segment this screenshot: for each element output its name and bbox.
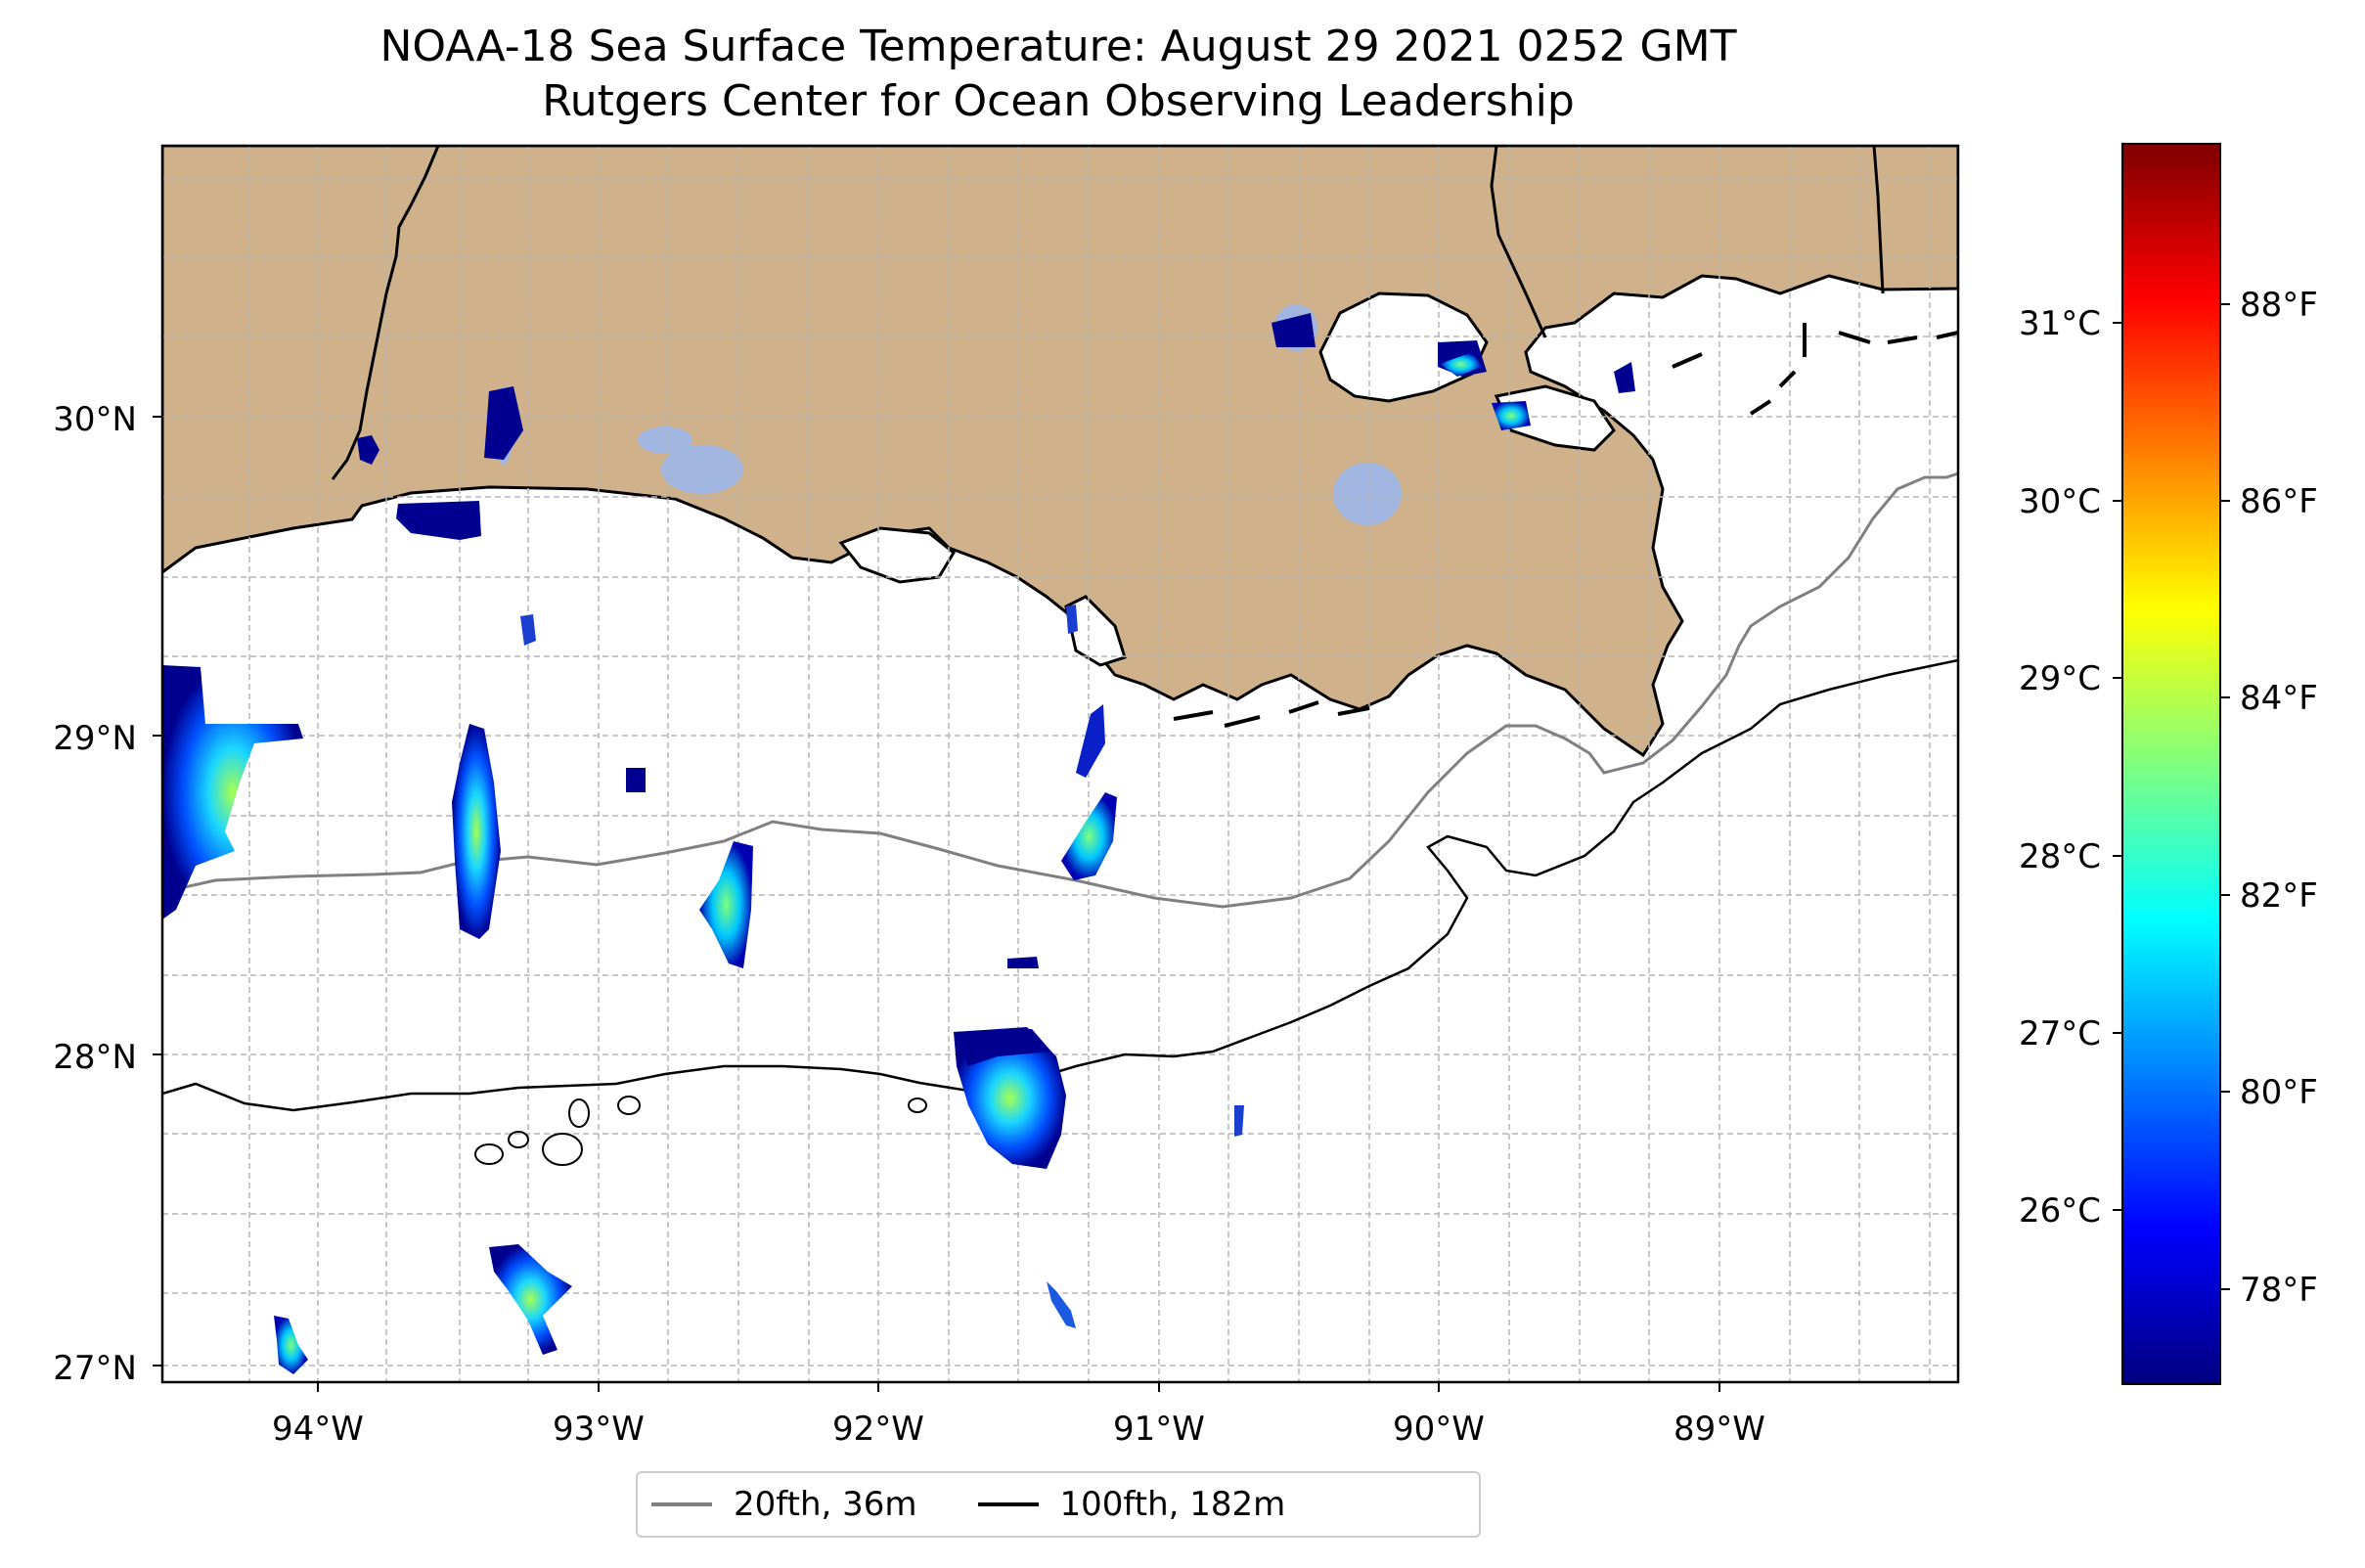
fahrenheit-label-86: 86°F [2240, 482, 2318, 521]
celsius-label-30: 30°C [2019, 482, 2101, 521]
state-border-ms-al [1872, 146, 1885, 294]
state-border-tx-la [331, 146, 440, 480]
lat-label-29: 29°N [53, 719, 137, 758]
vermilion-bay [838, 526, 956, 584]
celsius-label-28: 28°C [2019, 837, 2101, 876]
legend-label-20fth: 20fth, 36m [734, 1485, 917, 1524]
contour-100fth [162, 658, 1958, 1112]
fahrenheit-label-88: 88°F [2240, 286, 2318, 325]
lat-label-27: 27°N [53, 1349, 137, 1388]
lon-label-94: 94°W [272, 1410, 364, 1449]
lat-label-30: 30°N [53, 400, 137, 439]
lat-ticks [153, 416, 162, 1366]
gridlines [162, 146, 1958, 1382]
lon-label-93: 93°W [553, 1410, 645, 1449]
contour-20fth [162, 471, 1958, 909]
fahrenheit-label-84: 84°F [2240, 679, 2318, 718]
atchafalaya-bay [1064, 595, 1127, 667]
lon-label-89: 89°W [1673, 1410, 1765, 1449]
lon-label-92: 92°W [832, 1410, 924, 1449]
legend-item-100fth: 100fth, 182m [964, 1485, 1286, 1524]
legend-item-20fth: 20fth, 36m [638, 1485, 917, 1524]
barrier-island-dashes [1173, 323, 1958, 728]
lat-label-28: 28°N [53, 1038, 137, 1077]
map-title: NOAA-18 Sea Surface Temperature: August … [379, 22, 1737, 71]
colorbar-fahrenheit-ticks [2220, 303, 2230, 1290]
map-frame [160, 144, 1960, 1384]
contour-100fth-islands [474, 1096, 927, 1166]
lon-label-90: 90°W [1393, 1410, 1485, 1449]
legend-label-100fth: 100fth, 182m [1059, 1485, 1286, 1524]
celsius-label-31: 31°C [2019, 304, 2101, 343]
colorbar [2121, 143, 2221, 1385]
state-border-la-ms [1490, 146, 1547, 338]
lon-label-91: 91°W [1113, 1410, 1205, 1449]
fahrenheit-label-82: 82°F [2240, 876, 2318, 916]
celsius-label-27: 27°C [2019, 1014, 2101, 1053]
sst-observations [162, 313, 1635, 1374]
legend-line-gray [651, 1502, 712, 1506]
map-subtitle: Rutgers Center for Ocean Observing Leade… [542, 76, 1575, 126]
fahrenheit-label-78: 78°F [2240, 1271, 2318, 1310]
legend: 20fth, 36m 100fth, 182m [636, 1471, 1481, 1538]
legend-line-black [977, 1502, 1039, 1506]
lon-ticks [317, 1382, 1720, 1392]
celsius-label-29: 29°C [2019, 659, 2101, 698]
fahrenheit-label-80: 80°F [2240, 1073, 2318, 1112]
colorbar-celsius-ticks [2113, 322, 2122, 1211]
celsius-label-26: 26°C [2019, 1191, 2101, 1231]
